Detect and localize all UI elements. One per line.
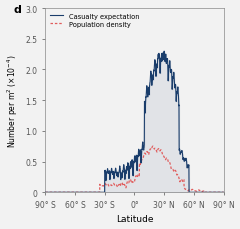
Population density [117, 185, 120, 188]
Y-axis label: Number per m$^2$ ($\times$10$^{-4}$): Number per m$^2$ ($\times$10$^{-4}$) [6, 54, 20, 147]
Line: Casualty expectation: Casualty expectation [45, 52, 224, 192]
Casualty expectation [111, 170, 114, 173]
Casualty expectation [222, 191, 225, 194]
Population density [151, 145, 154, 148]
Casualty expectation [44, 191, 47, 194]
Casualty expectation [163, 51, 166, 53]
X-axis label: Latitude: Latitude [116, 215, 153, 224]
Legend: Casualty expectation, Population density: Casualty expectation, Population density [49, 12, 140, 29]
Population density [117, 183, 120, 186]
Population density [166, 157, 168, 160]
Population density [222, 191, 225, 194]
Population density [111, 184, 114, 187]
Population density [54, 191, 57, 194]
Casualty expectation [117, 176, 120, 179]
Casualty expectation [82, 191, 85, 194]
Casualty expectation [54, 191, 57, 194]
Casualty expectation [117, 171, 120, 174]
Population density [82, 191, 85, 194]
Line: Population density: Population density [45, 147, 224, 192]
Text: d: d [13, 5, 21, 15]
Population density [44, 191, 47, 194]
Casualty expectation [166, 59, 168, 62]
